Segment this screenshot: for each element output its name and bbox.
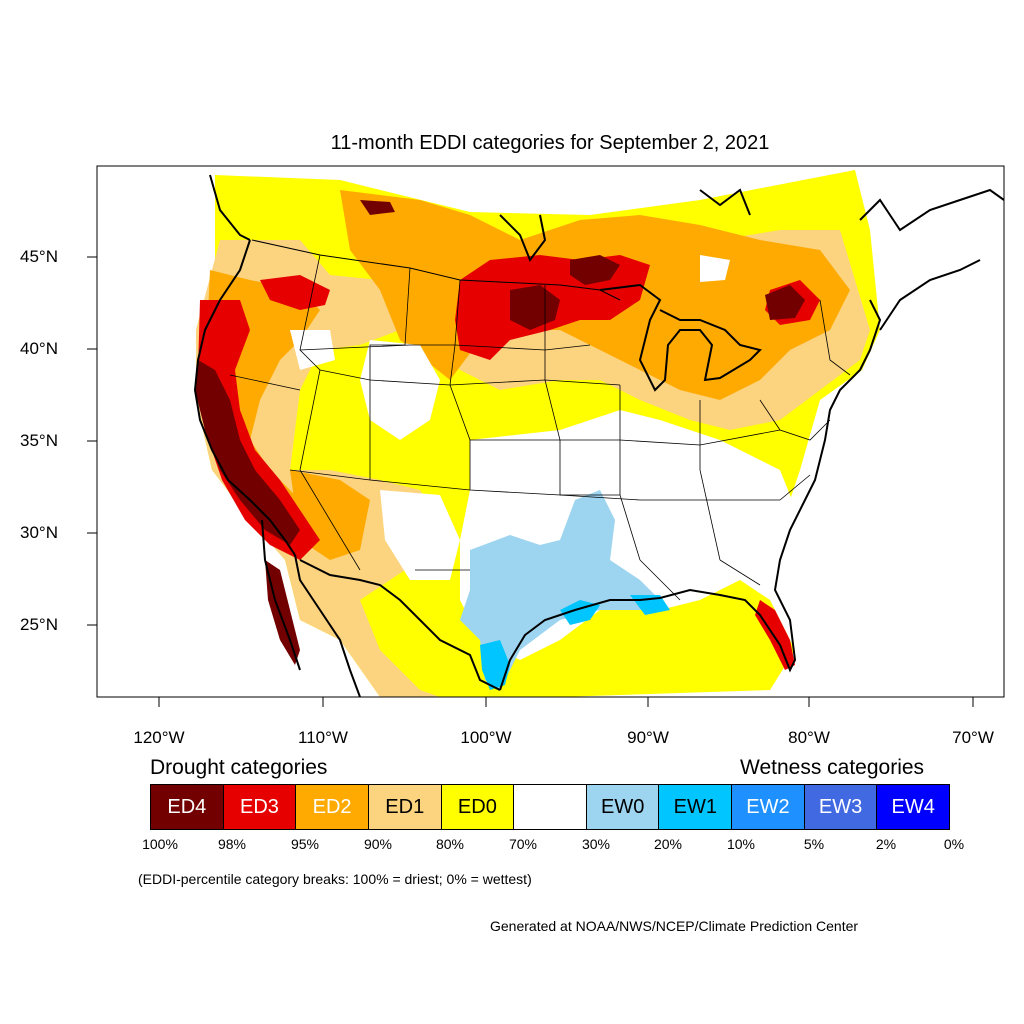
pct-label: 95% (290, 836, 320, 852)
legend-box-ed1: ED1 (368, 785, 442, 829)
map-frame (96, 165, 1005, 698)
pct-label: 10% (726, 836, 756, 852)
region-ew0-texas (460, 490, 660, 690)
legend-label-ew3: EW3 (818, 795, 863, 818)
mexico-coast (261, 519, 361, 697)
lon-label-120w: 120°W (133, 728, 185, 747)
lon-label-100w: 100°W (460, 728, 512, 747)
legend-label-ew0: EW0 (600, 795, 645, 818)
legend-box-ed4: ED4 (151, 785, 224, 829)
pct-label: 70% (508, 836, 538, 852)
credit-line: Generated at NOAA/NWS/NCEP/Climate Predi… (490, 918, 859, 934)
lon-label-80w: 80°W (788, 728, 830, 747)
lon-label-70w: 70°W (952, 728, 994, 747)
lat-label-25: 25°N (20, 615, 58, 634)
legend-label-ed2: ED2 (312, 795, 352, 818)
legend-label-ed4: ED4 (167, 795, 207, 818)
region-normal-quebec (700, 255, 730, 282)
region-ed4-north (510, 285, 560, 330)
legend-label-ed1: ED1 (385, 795, 425, 818)
pct-label: 98% (217, 836, 247, 852)
state-lines (229, 254, 851, 601)
legend-box-ew3: EW3 (804, 785, 878, 829)
us-coastline (193, 239, 882, 691)
legend-box-ew2: EW2 (732, 785, 805, 829)
pct-label: 2% (875, 836, 897, 852)
pct-label: 30% (581, 836, 611, 852)
map-title: 11-month EDDI categories for September 2… (330, 132, 770, 154)
lon-ticks (158, 697, 974, 707)
lon-label-110w: 110°W (298, 728, 348, 747)
lat-ticks (87, 256, 97, 626)
region-ed4-baja (265, 560, 300, 665)
region-ed4-top (360, 200, 395, 215)
region-normal-southwest (380, 490, 460, 580)
region-ed4-ne (765, 285, 805, 320)
legend-box-ed3: ED3 (223, 785, 297, 829)
legend-label-ew4: EW4 (891, 795, 935, 818)
region-ew1-texas (480, 640, 510, 690)
region-ed3-northwest (260, 275, 330, 310)
pct-label: 0% (943, 836, 965, 852)
legend-label-ed3: ED3 (240, 795, 279, 818)
legend-box-normal (514, 785, 587, 829)
legend-label-ew2: EW2 (746, 795, 790, 818)
region-ed4-west (195, 360, 300, 545)
pct-label: 80% (435, 836, 465, 852)
pct-label: 20% (653, 836, 683, 852)
canada-coast (209, 174, 1004, 331)
lat-label-35: 35°N (20, 431, 58, 450)
pct-label: 5% (803, 836, 825, 852)
category-note: (EDDI-percentile category breaks: 100% =… (138, 871, 532, 887)
legend-label-ed0: ED0 (457, 795, 497, 818)
legend-label-ew1: EW1 (673, 795, 717, 818)
legend-colorbar: ED4 ED3 ED2 ED1 ED0 EW0 EW1 EW2 EW3 EW4 (150, 784, 950, 830)
legend-box-ew1: EW1 (659, 785, 733, 829)
wetness-heading: Wetness categories (740, 756, 925, 779)
lat-label-45: 45°N (20, 247, 58, 266)
region-normal-rockies (360, 340, 440, 440)
drought-heading: Drought categories (150, 756, 328, 779)
legend-box-ew0: EW0 (586, 785, 660, 829)
region-ed4-north2 (570, 255, 620, 285)
legend-box-ew4: EW4 (877, 785, 950, 829)
lat-label-40: 40°N (20, 339, 58, 358)
pct-label: 90% (363, 836, 393, 852)
great-lakes (599, 283, 762, 392)
legend-box-ed2: ED2 (296, 785, 369, 829)
region-ed3-florida (755, 600, 795, 670)
pct-label: 100% (142, 836, 178, 852)
lon-label-90w: 90°W (627, 728, 669, 747)
region-ed3-west (198, 300, 320, 560)
region-normal-idaho (290, 330, 335, 370)
legend-box-ed0: ED0 (441, 785, 515, 829)
boundaries (193, 174, 1004, 697)
map-data-layer (195, 170, 880, 697)
lat-label-30: 30°N (20, 523, 58, 542)
